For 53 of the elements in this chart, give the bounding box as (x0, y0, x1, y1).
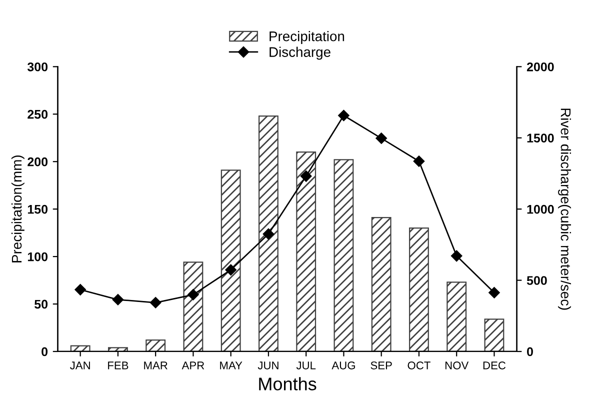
x-tick-label: FEB (108, 362, 128, 370)
y2-axis-title: River discharge(cubic meter/sec) (558, 108, 571, 310)
point (262, 228, 274, 240)
x-tick-label: SEP (370, 361, 392, 370)
bar (220, 170, 241, 352)
y2-tick-label: 500 (526, 276, 547, 285)
point (150, 297, 162, 308)
x-tick-label: NOV (445, 361, 469, 370)
point (488, 287, 500, 298)
x-tick-label: AUG (332, 361, 355, 370)
y2-tick-label: 1000 (527, 204, 554, 214)
y-tick-label: 0 (42, 347, 48, 356)
bar (146, 340, 166, 352)
bar (446, 282, 467, 352)
x-axis-title: Months (259, 377, 316, 390)
bar (296, 152, 316, 352)
y-tick-label: 50 (34, 300, 48, 309)
bar (70, 345, 90, 352)
y-tick-label: 150 (28, 204, 48, 214)
point (225, 264, 236, 276)
y-tick-label: 300 (27, 62, 48, 72)
bar (108, 347, 128, 352)
y-tick-label: 250 (28, 110, 48, 119)
point (413, 156, 425, 167)
x-tick-label: MAY (220, 362, 242, 370)
bar (484, 318, 504, 352)
y-tick-label: 200 (28, 157, 48, 166)
point (376, 132, 387, 144)
bar (258, 115, 278, 352)
legend-label: Precipitation (270, 31, 344, 44)
x-tick-label: JUL (296, 362, 316, 370)
bar (183, 262, 204, 352)
legend-label: Discharge (270, 46, 330, 60)
point (300, 170, 312, 182)
x-tick-label: OCT (408, 361, 430, 370)
bar (409, 228, 429, 352)
x-tick-label: APR (182, 362, 204, 370)
point (188, 289, 199, 300)
y2-tick-label: 2000 (526, 62, 554, 72)
x-tick-label: JUN (258, 362, 278, 370)
y2-tick-label: 1500 (527, 134, 554, 143)
y-tick-label: 100 (28, 252, 48, 262)
point (450, 250, 462, 262)
point (112, 294, 124, 306)
point (338, 110, 350, 122)
x-tick-label: MAR (144, 362, 168, 370)
x-tick-label: JAN (70, 362, 90, 370)
x-tick-label: DEC (483, 361, 506, 370)
bar (371, 217, 392, 352)
y-axis-title: Precipitation(mm) (11, 156, 24, 262)
y2-tick-label: 0 (527, 347, 533, 356)
bar (334, 159, 354, 352)
point (74, 284, 86, 296)
